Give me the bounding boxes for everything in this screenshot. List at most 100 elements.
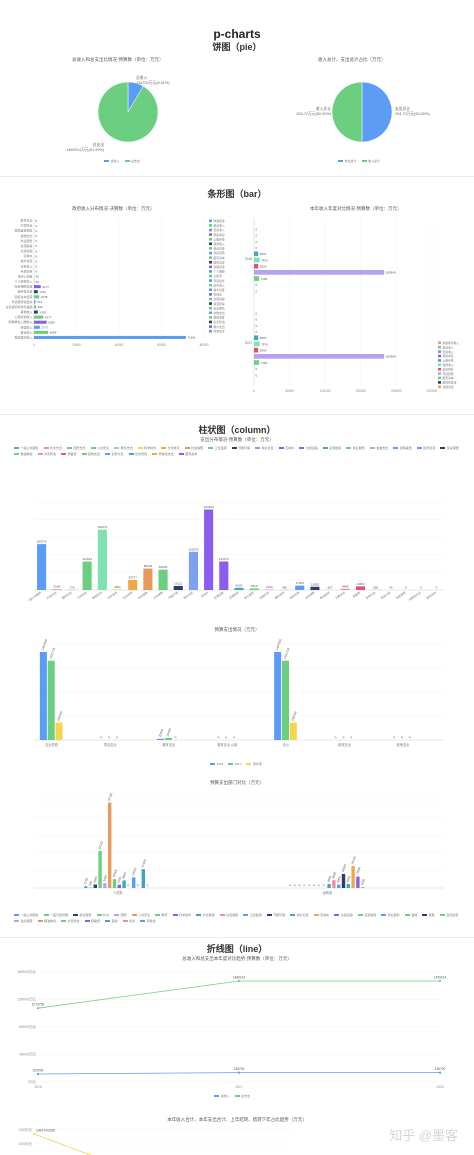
x-tick-label: 节能环保 <box>167 590 179 600</box>
bar <box>34 325 40 329</box>
bar-chart-income-compare: 0 50000 100000 150000 200000 2500002018000058… <box>245 218 459 393</box>
legend-swatch <box>137 446 143 450</box>
bar <box>34 320 47 324</box>
column-value-label: 1000 <box>360 878 366 886</box>
x-tick-label: 一般公共服务 <box>26 590 42 603</box>
legend-swatch <box>438 359 441 362</box>
point-label: 136700 <box>234 1067 245 1071</box>
bar-value-label: 4377 <box>45 315 52 319</box>
divider <box>0 176 474 177</box>
legend-item: 商业服务 <box>381 913 400 917</box>
y-tick-label: 事业收入 <box>20 329 32 334</box>
column-value-label: 3108 <box>53 585 60 589</box>
legend-label: 交通运输 <box>340 913 353 917</box>
y-tick-label: 专项债务 <box>20 268 32 273</box>
column-value-label: 0 <box>288 884 292 887</box>
column <box>158 569 168 590</box>
series-point <box>438 1071 442 1074</box>
x-tick-label: 政府支出 <box>338 742 351 747</box>
y-tick-label: 社会保障基金 <box>14 284 32 289</box>
legend-label: 社保基金 <box>443 385 454 389</box>
legend-label: 节能环保 <box>273 913 286 917</box>
y-tick-label: 政府性基金 <box>17 289 32 294</box>
legend-swatch <box>393 446 399 450</box>
legend-label: 金融 <box>411 913 418 917</box>
legend-label: 教育支出 <box>120 446 133 450</box>
bar-value-label: 0 <box>36 254 38 258</box>
column-value-label: 12000 <box>131 867 138 877</box>
legend-item: 2018 <box>210 762 223 766</box>
legend-label: 专项债务 <box>214 279 225 283</box>
column <box>47 660 55 740</box>
legend-swatch <box>438 385 441 389</box>
column <box>204 509 214 590</box>
legend-item: 科学技术 <box>172 913 191 917</box>
legend-label: 援助其他 <box>399 446 412 450</box>
legend-swatch <box>438 341 441 345</box>
legend-swatch <box>357 913 363 917</box>
x-tick-label: 250000 <box>427 389 438 393</box>
bar-value-label: 5870 <box>260 336 267 340</box>
legend-label: 灾害防治 <box>67 919 80 923</box>
x-tick-label: 粮油物资 <box>319 590 331 600</box>
legend-swatch <box>14 452 19 456</box>
column <box>351 865 355 888</box>
column-value-label: 39777 <box>129 575 138 579</box>
line-section-title: 折线图（line） <box>206 944 268 954</box>
slice-name: 总支出 <box>93 142 105 147</box>
legend-item: 增长率 <box>246 762 262 766</box>
legend-swatch <box>439 913 445 917</box>
legend-item: 农林水 <box>278 446 294 450</box>
legend-label: 粮油物资 <box>20 452 33 456</box>
legend-label: 其他支出 <box>88 452 101 456</box>
column-value-label: 113473 <box>219 557 229 561</box>
legend-item: 国防 <box>114 913 127 917</box>
column <box>234 587 244 590</box>
column-value-label: 650 <box>373 585 378 589</box>
legend-item: 资源勘探 <box>357 913 376 917</box>
legend-swatch <box>209 288 212 292</box>
y-tick-label: 住房公积金 <box>17 273 32 278</box>
column <box>188 551 198 590</box>
bar <box>254 257 260 263</box>
bar <box>254 263 259 269</box>
legend-label: 社保基金 <box>214 265 225 269</box>
legend-swatch <box>14 446 19 450</box>
legend-label: 社会保障 <box>226 913 239 917</box>
legend-swatch <box>114 446 120 450</box>
legend-label: 社会保障 <box>191 446 204 450</box>
legend-label: 卫生健康 <box>214 446 227 450</box>
x-tick-label: 教育支出 <box>91 590 103 600</box>
legend-label: 债务付息 <box>111 452 124 456</box>
legend-label: 事业收入 <box>214 224 225 228</box>
column-value-label: 0 <box>408 736 412 739</box>
bar <box>254 354 385 359</box>
column-value-label: 0 <box>341 736 345 739</box>
pie-slice <box>361 81 393 143</box>
line1-legend: 总收入 总支出 <box>214 1094 250 1098</box>
x-tick-label: 0 <box>253 389 255 393</box>
y-tick-label: 2018 <box>245 257 252 261</box>
x-tick-label: 资源勘探 <box>228 590 240 600</box>
legend-swatch <box>209 247 212 250</box>
legend-label: 一般公共服务 <box>20 913 39 917</box>
x-tick-label: 150000 <box>355 389 366 393</box>
x-tick-label: 项目支出 <box>104 742 117 747</box>
legend-item: 社会保障 <box>219 913 239 917</box>
y-tick-label: 资源勘探 <box>20 243 32 248</box>
legend-item: 交通运输 <box>334 913 353 917</box>
legend-item: 交通运输 <box>299 446 318 450</box>
legend-item: 预备费 <box>61 452 77 456</box>
legend-item: 收入总计 <box>361 159 380 163</box>
legend-swatch <box>231 446 237 450</box>
slice-name: 收入总计 <box>316 106 331 111</box>
bar-value-label: 59 <box>36 280 40 284</box>
column-value-label: 0 <box>115 736 119 739</box>
legend-swatch <box>209 260 212 264</box>
y-tick-label: 400000万元 <box>19 1053 37 1057</box>
column <box>361 887 365 888</box>
legend-item: 卫生健康 <box>243 913 262 917</box>
slice-name: 总收入 <box>136 75 148 80</box>
legend-label: 其他收入 <box>443 363 454 367</box>
column <box>264 589 274 590</box>
